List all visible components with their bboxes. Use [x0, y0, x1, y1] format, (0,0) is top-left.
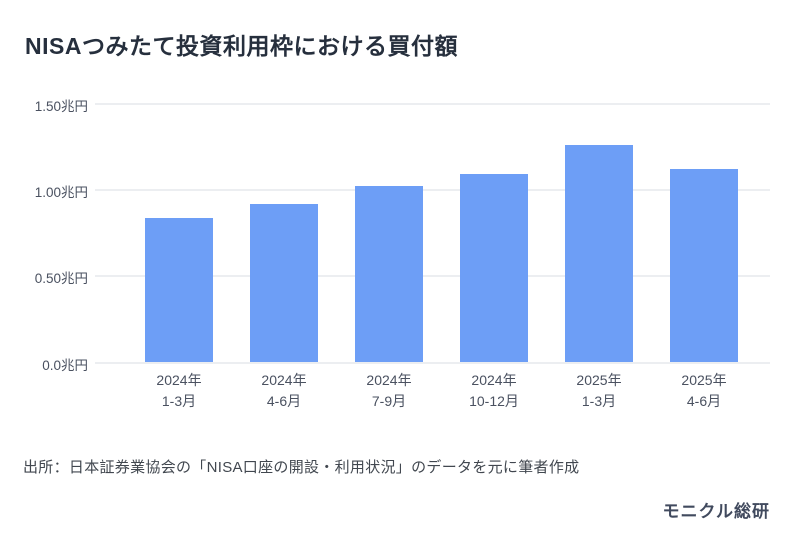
x-tick-label: 2024年 4-6月 — [229, 370, 339, 412]
x-tick-label: 2024年 10-12月 — [439, 370, 549, 412]
x-tick-label: 2024年 7-9月 — [334, 370, 444, 412]
x-tick-quarter: 7-9月 — [371, 392, 407, 409]
y-tick-label: 1.50兆円 — [34, 98, 88, 114]
gridline-y-0 — [95, 361, 770, 364]
brand-logo: モニクル総研 — [662, 502, 770, 521]
chart-title: NISAつみたて投資利用枠における買付額 — [25, 33, 458, 59]
bar-2024年-7-9月 — [355, 186, 423, 363]
bar-2025年-4-6月 — [670, 169, 738, 363]
x-tick-year: 2024年 — [471, 371, 517, 388]
gridline-y-1 — [95, 188, 770, 191]
bar-2024年-1-3月 — [145, 217, 213, 363]
y-tick-label: 0.0兆円 — [42, 357, 88, 373]
x-tick-year: 2024年 — [366, 371, 412, 388]
x-tick-year: 2024年 — [156, 371, 202, 388]
bar-2024年-4-6月 — [250, 203, 318, 363]
source-note: 出所：日本証券業協会の「NISA口座の開設・利用状況」のデータを元に筆者作成 — [23, 459, 580, 476]
x-tick-year: 2024年 — [261, 371, 307, 388]
y-tick-label: 0.50兆円 — [34, 271, 88, 287]
x-tick-quarter: 10-12月 — [469, 392, 519, 409]
y-tick-label: 1.00兆円 — [34, 184, 88, 200]
x-tick-quarter: 1-3月 — [161, 392, 197, 409]
x-tick-quarter: 4-6月 — [266, 392, 302, 409]
gridline-y-1.5 — [95, 102, 770, 105]
x-tick-year: 2025年 — [681, 371, 727, 388]
gridline-y-0.5 — [95, 275, 770, 278]
bar-2025年-1-3月 — [565, 145, 633, 363]
x-tick-label: 2024年 1-3月 — [124, 370, 234, 412]
bar-2024年-10-12月 — [460, 174, 528, 363]
x-tick-label: 2025年 1-3月 — [544, 370, 654, 412]
x-tick-label: 2025年 4-6月 — [649, 370, 759, 412]
x-tick-quarter: 4-6月 — [686, 392, 722, 409]
x-tick-year: 2025年 — [576, 371, 622, 388]
x-tick-quarter: 1-3月 — [581, 392, 617, 409]
